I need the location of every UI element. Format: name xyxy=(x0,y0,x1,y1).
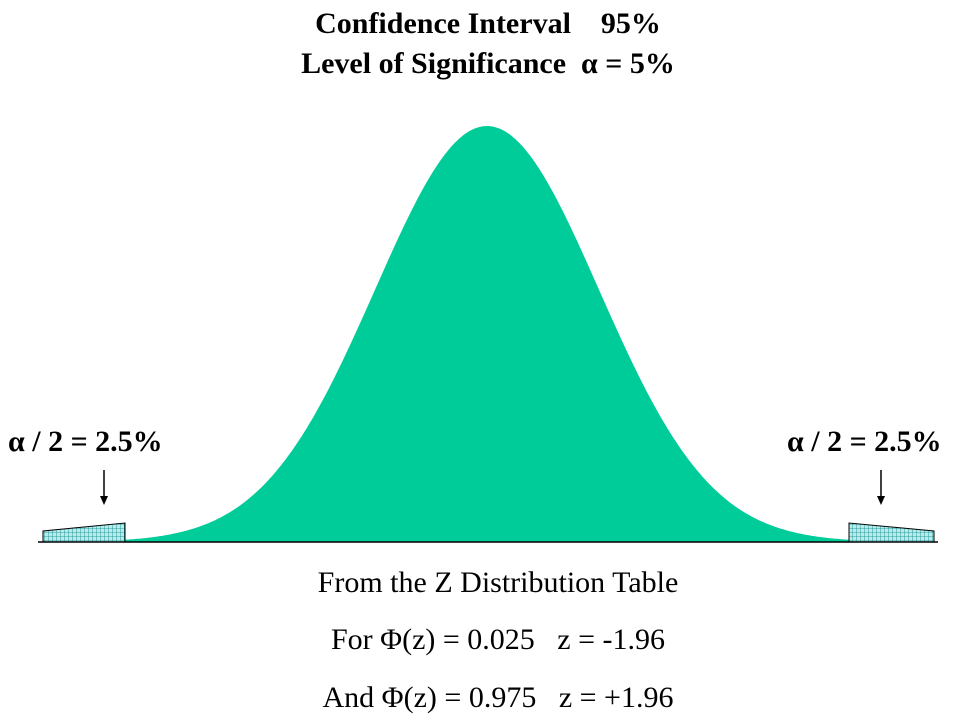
right-tail-label: α / 2 = 2.5% xyxy=(787,425,942,458)
left-tail-region xyxy=(42,522,126,543)
title-confidence-interval: Confidence Interval 95% xyxy=(315,7,661,40)
z-table-heading: From the Z Distribution Table xyxy=(317,566,679,599)
title-level-of-significance: Level of Significance α = 5% xyxy=(301,47,675,80)
z-upper-value-line: And Φ(z) = 0.975 z = +1.96 xyxy=(322,681,674,714)
right-tail-region xyxy=(848,522,935,543)
confidence-region-fill xyxy=(125,126,849,542)
z-lower-value-line: For Φ(z) = 0.025 z = -1.96 xyxy=(330,623,666,656)
right-tail-arrow xyxy=(877,470,885,505)
left-tail-arrow xyxy=(100,470,108,505)
left-tail-label: α / 2 = 2.5% xyxy=(8,425,163,458)
